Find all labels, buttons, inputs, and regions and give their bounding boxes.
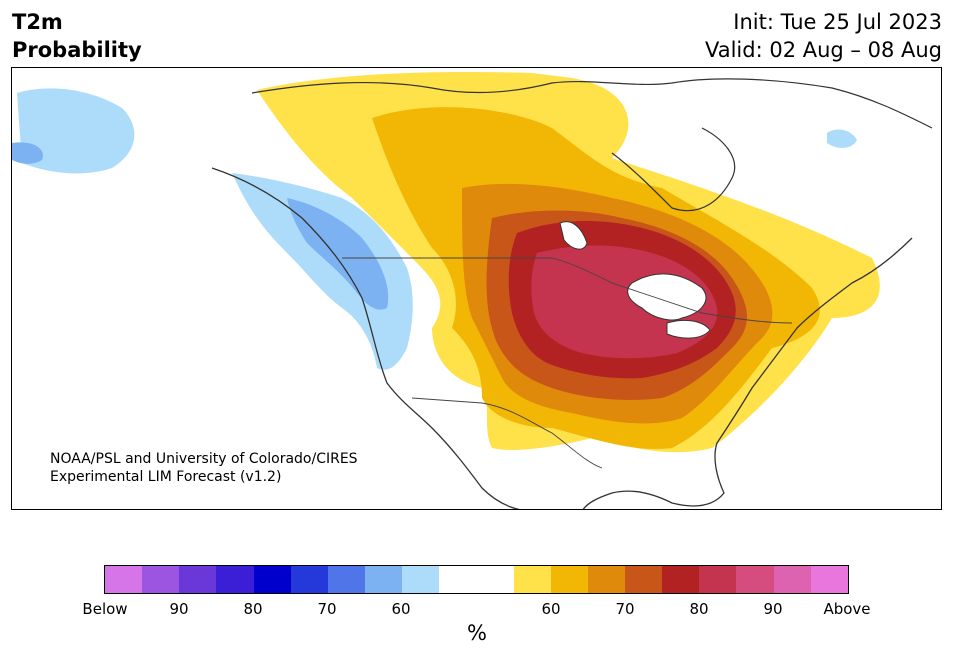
init-date: Init: Tue 25 Jul 2023: [733, 10, 942, 34]
map-panel: NOAA/PSL and University of Colorado/CIRE…: [11, 67, 942, 510]
colorbar-segment-above: [587, 566, 625, 593]
colorbar-unit: %: [467, 621, 487, 645]
colorbar-segment-below: [142, 566, 180, 593]
colorbar-tick-label: Below: [82, 600, 128, 618]
colorbar-segment-below: [290, 566, 328, 593]
colorbar-tick-label: 70: [615, 600, 635, 618]
colorbar-tick-label: 60: [391, 600, 411, 618]
colorbar-segment-above: [550, 566, 588, 593]
colorbar-segment-above: [624, 566, 663, 593]
colorbar-segment-below: [105, 566, 143, 593]
coastline-east: [582, 237, 913, 509]
map-title: T2m Probability: [12, 8, 142, 64]
colorbar-tick-label: 80: [689, 600, 709, 618]
arctic-coast: [251, 78, 933, 129]
title-line-2: Probability: [12, 38, 142, 62]
shade-below-60-west: [232, 173, 413, 370]
colorbar-segment-below: [402, 566, 440, 593]
title-line-1: T2m: [12, 10, 63, 34]
colorbar-segment-below: [179, 566, 217, 593]
shade-below-60-greenland: [827, 129, 857, 148]
valid-date: Valid: 02 Aug – 08 Aug: [704, 38, 942, 62]
colorbar-segment-above: [736, 566, 774, 593]
shade-below-70-west: [287, 198, 389, 310]
probability-colorbar: [104, 565, 849, 594]
us-mexico-border: [411, 397, 603, 469]
colorbar-segment-neutral: [476, 566, 514, 593]
probability-map: [12, 71, 933, 509]
forecast-dates: Init: Tue 25 Jul 2023 Valid: 02 Aug – 08…: [705, 8, 942, 64]
colorbar-segment-above: [662, 566, 700, 593]
shade-below-60-alaska: [17, 88, 135, 174]
colorbar-segment-above: [699, 566, 737, 593]
colorbar-tick-label: 90: [169, 600, 189, 618]
colorbar-segment-above: [513, 566, 551, 593]
colorbar-tick-label: Above: [823, 600, 871, 618]
lake-winnipeg: [559, 221, 588, 250]
credit-line-1: NOAA/PSL and University of Colorado/CIRE…: [50, 451, 358, 467]
shade-below-65-alaska: [12, 142, 43, 164]
colorbar-tick-label: 90: [763, 600, 783, 618]
colorbar-segment-below: [364, 566, 403, 593]
colorbar-segment-above: [810, 566, 848, 593]
great-lakes: [627, 273, 711, 339]
colorbar-tick-label: 80: [243, 600, 263, 618]
colorbar-tick-label: 70: [317, 600, 337, 618]
colorbar-segment-neutral: [439, 566, 477, 593]
colorbar-segment-below: [253, 566, 291, 593]
colorbar-segment-above: [773, 566, 811, 593]
hudson-bay-coast: [611, 127, 736, 212]
credit-line-2: Experimental LIM Forecast (v1.2): [50, 469, 282, 485]
colorbar-tick-label: 60: [541, 600, 561, 618]
credit-text: NOAA/PSL and University of Colorado/CIRE…: [50, 450, 358, 486]
coastline-west: [211, 167, 521, 509]
colorbar-segment-below: [216, 566, 254, 593]
colorbar-segment-below: [327, 566, 365, 593]
canada-us-border: [342, 257, 793, 324]
